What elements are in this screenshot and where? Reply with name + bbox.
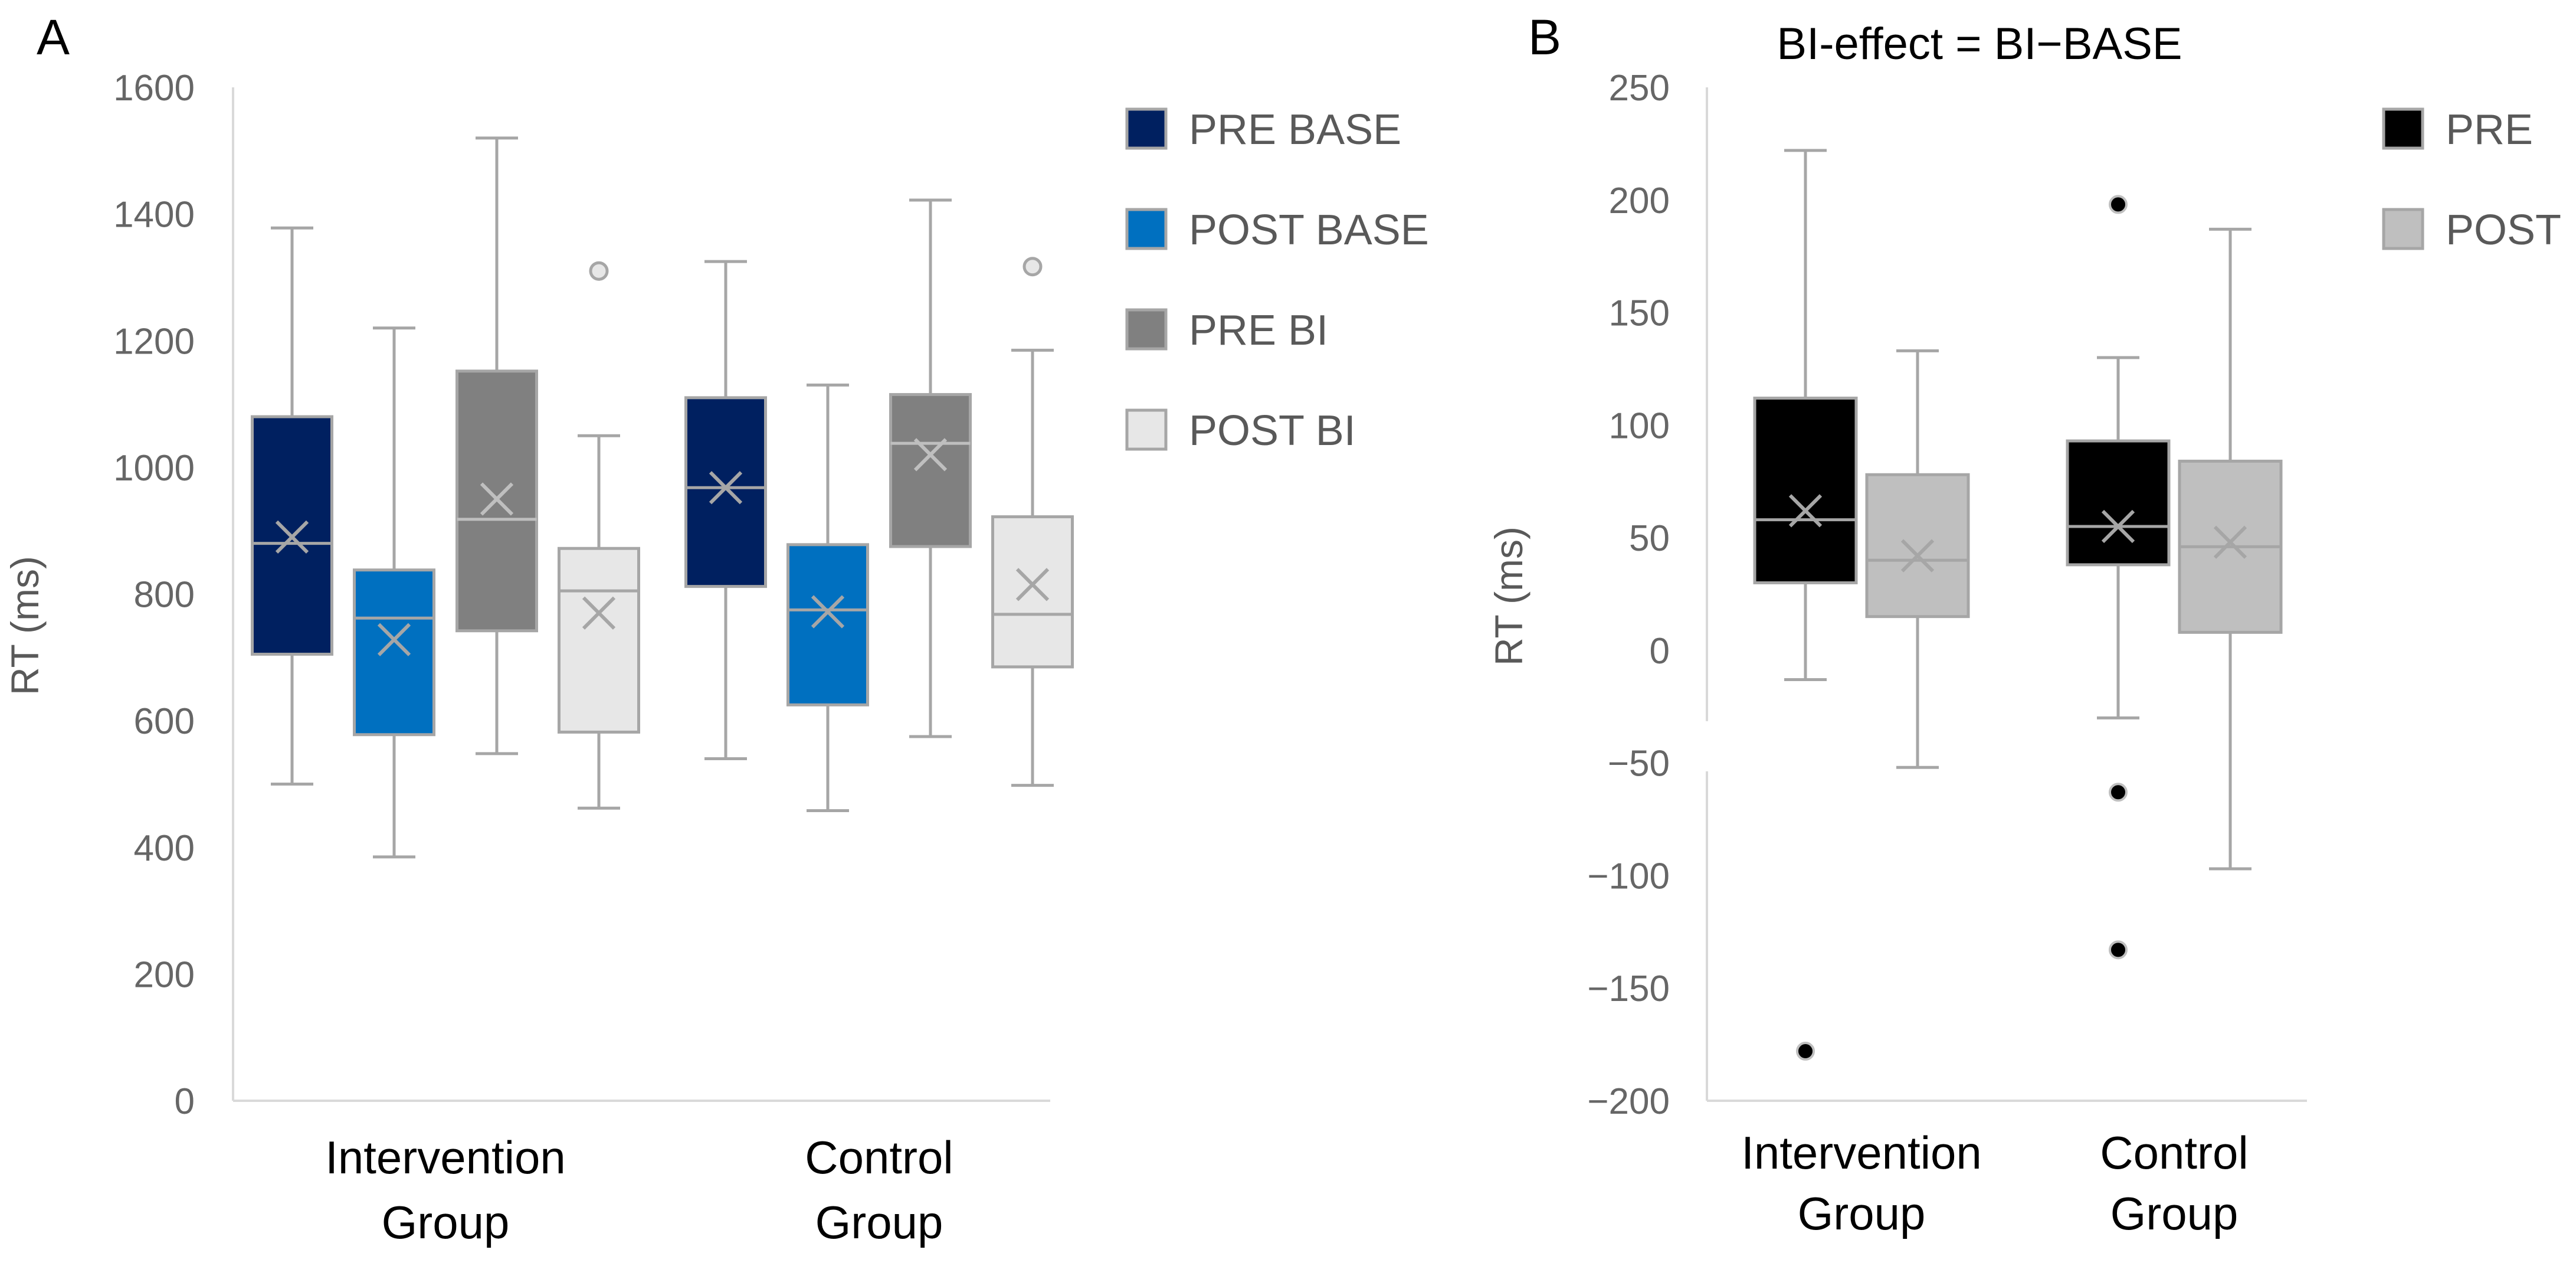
mean-marker [1788,494,1823,528]
x-category-label-line2: Group [1798,1188,1926,1239]
legend-item: PRE [2382,106,2533,153]
panel-label: B [1528,9,1561,65]
box-iqr [1865,473,1970,619]
panel-label: A [37,9,70,65]
box-plot [991,257,1074,787]
mean-marker [1015,568,1050,601]
legend-swatch [1125,107,1168,150]
outlier-point [1022,257,1043,277]
box-iqr [1753,397,1858,584]
legend-swatch [1125,308,1168,351]
box-iqr [353,568,435,737]
legend-item: POST BI [1125,407,1356,454]
outlier-point [2109,783,2128,802]
mean-marker [2213,525,2247,559]
box-plot [353,326,435,859]
mean-marker [913,438,948,472]
box-plot [1865,349,1970,769]
y-tick-label: 1600 [113,68,195,109]
y-tick-label: 150 [1609,293,1670,334]
panel-a: A 0 200 400 600 800 1000 1200 1400 1600 RT (ms) Int… [3,9,1429,1248]
mean-marker [1900,539,1935,573]
legend-label: POST BASE [1189,207,1429,254]
legend-item: POST [2382,207,2561,254]
box-iqr [889,392,972,548]
box-plot [2178,227,2283,871]
legend-swatch [2382,208,2424,250]
box-iqr [251,415,333,656]
box-plot [786,383,869,813]
y-tick-label: 1200 [113,321,195,362]
legend-label: PRE BASE [1189,106,1401,153]
mean-marker [275,520,309,554]
mean-marker [377,623,411,656]
y-axis-label: RT (ms) [3,556,47,695]
y-tick-label: 100 [1609,405,1670,446]
y-tick-label: 250 [1609,68,1670,109]
y-tick-label: 1400 [113,195,195,235]
box-iqr [558,547,640,734]
x-category-label-line1: Intervention [325,1131,566,1183]
box-iqr [684,396,767,588]
legend-item: PRE BI [1125,307,1328,354]
y-tick-label: −100 [1587,856,1670,897]
box-iqr [786,543,869,706]
legend-label: PRE BI [1189,307,1328,354]
legend-item: PRE BASE [1125,106,1401,153]
mean-marker [2101,509,2135,544]
mean-marker [480,482,514,516]
mean-marker [811,595,845,629]
y-tick-label: −200 [1587,1081,1670,1122]
x-category-label-line1: Intervention [1741,1127,1982,1179]
panel-b: B BI-effect = BI−BASE −200 −150 −100 −50 0 50 10… [1487,9,2561,1239]
legend-swatch [2382,107,2424,150]
y-axis-label: RT (ms) [1487,526,1530,666]
x-category-label-line1: Control [805,1131,953,1183]
y-tick-label: 0 [175,1081,195,1122]
chart-title: BI-effect = BI−BASE [1777,19,2182,69]
legend-swatch [1125,408,1168,451]
y-tick-label: −50 [1608,744,1670,784]
y-tick-label: 800 [134,575,195,616]
box-plot [684,260,767,761]
legend-item: POST BASE [1125,207,1429,254]
box-iqr [2066,439,2171,567]
y-tick-label: 400 [134,828,195,869]
x-category-label-line2: Group [815,1196,943,1248]
outlier-point [2109,195,2128,214]
legend-label: PRE [2446,106,2533,153]
box-plot [1753,149,1858,1061]
outlier-point [1796,1042,1815,1061]
y-tick-label: 0 [1650,631,1670,672]
y-tick-label: −150 [1587,969,1670,1009]
outlier-point [589,261,609,281]
legend-label: POST [2446,207,2561,254]
mean-marker [582,596,616,630]
box-plot [251,226,333,786]
x-category-label-line2: Group [382,1196,510,1248]
box-plot [558,261,640,810]
legend-label: POST BI [1189,407,1356,454]
mean-marker [709,471,743,505]
x-category-label-line2: Group [2110,1188,2239,1239]
y-tick-label: 50 [1629,518,1670,559]
y-tick-label: 200 [134,954,195,995]
box-plot [2066,195,2171,960]
x-category-label-line1: Control [2100,1127,2248,1179]
y-tick-label: 1000 [113,448,195,489]
box-plot [889,198,972,738]
box-iqr [991,515,1074,669]
y-tick-label: 600 [134,701,195,742]
box-plot [455,136,538,755]
y-tick-label: 200 [1609,181,1670,221]
legend-swatch [1125,208,1168,250]
outlier-point [2109,940,2128,960]
